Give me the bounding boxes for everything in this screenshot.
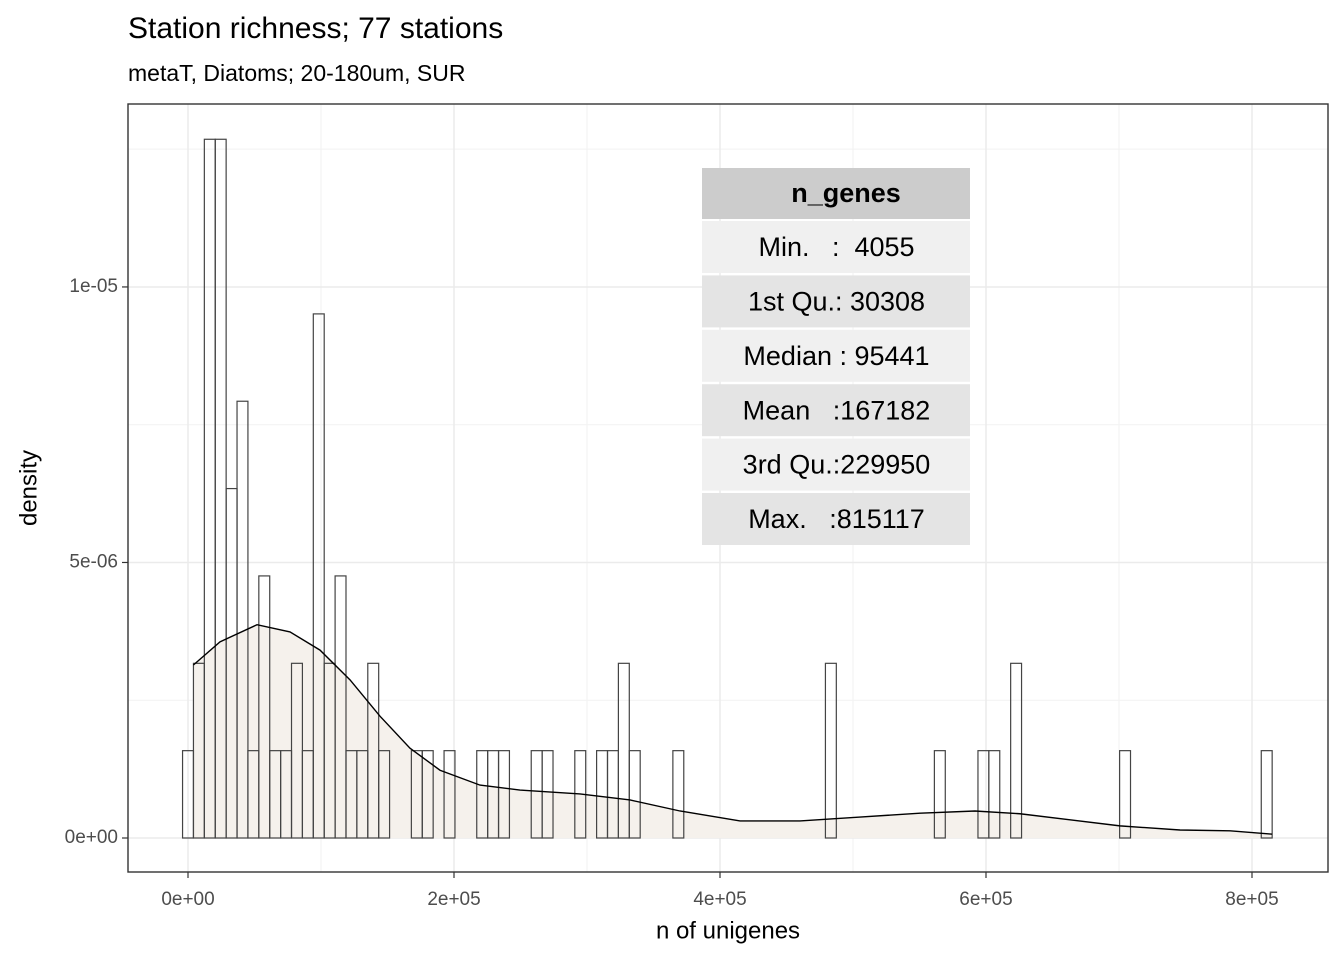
table-cell-text: 1st Qu.: 30308 [748,287,940,317]
density-line [192,624,1273,835]
histogram-bar [443,750,456,839]
histogram-bar [933,750,946,839]
x-tick-label: 0e+00 [161,889,214,910]
plot-border [127,103,1329,873]
histogram-bar [1260,750,1273,839]
histogram-bar [258,575,271,839]
histogram-bar [334,575,347,839]
x-axis-label: n of unigenes [656,917,800,944]
table-header: n_genes [791,178,901,208]
chart-title: Station richness; 77 stations [128,12,503,45]
histogram-bar [824,662,837,839]
histogram-bar [421,750,434,839]
y-tick-label: 5e-06 [69,551,118,572]
table-cell [702,438,970,491]
table-cell [702,221,970,273]
histogram-bar [1010,662,1023,839]
y-tick-label: 1e-05 [69,276,118,297]
histogram-bar [541,750,554,839]
table-cell-text: 3rd Qu.:229950 [743,450,946,480]
table-cell-text: Mean :167182 [743,395,946,425]
histogram-bar [672,750,685,839]
x-tick-label: 8e+05 [1225,889,1278,910]
table-cell [702,384,970,437]
histogram-bar [628,750,641,839]
histogram-bar [988,750,1001,839]
histogram-bar [497,750,511,839]
density-area [193,624,1273,839]
x-tick-label: 2e+05 [427,889,480,910]
histogram-bar [1119,750,1132,839]
histogram-bar [378,750,391,839]
x-tick-label: 6e+05 [959,889,1012,910]
table-cell-text: Min. : 4055 [758,232,929,262]
chart-subtitle: metaT, Diatoms; 20-180um, SUR [128,60,465,86]
table-cell-text: Median : 95441 [743,341,944,371]
table-cell [702,329,970,382]
table-cell [702,493,970,545]
x-tick-label: 4e+05 [693,889,746,910]
table-cell-text: Max. :815117 [748,504,940,534]
table-header-cell [702,168,970,219]
summary-table: n_genes Min. : 4055 1st Qu.: 30308 Median… [702,168,970,545]
y-tick-label: 0e+00 [65,827,118,848]
table-cell [702,275,970,328]
histogram-bar [312,313,325,839]
histogram-bar [236,400,249,839]
y-axis-label: density [15,450,42,526]
